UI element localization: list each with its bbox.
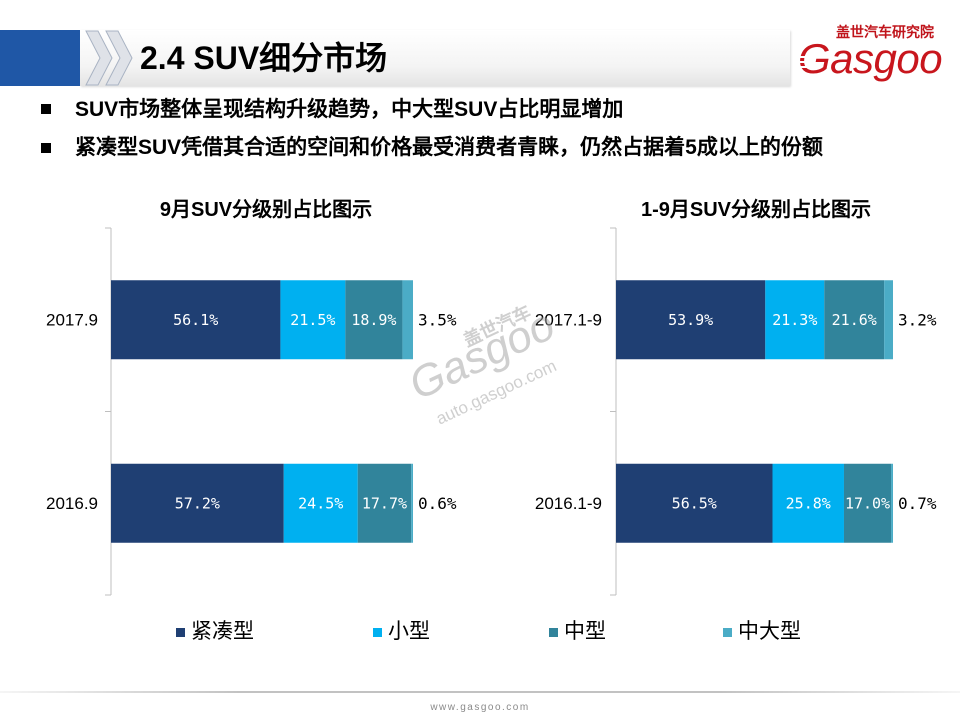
bar-segment [843,463,892,543]
data-label: 56.5% [672,494,717,512]
legend-label: 中型 [564,620,606,643]
data-label: 3.5% [418,310,457,329]
legend-swatch [373,627,382,637]
data-label: 0.6% [418,494,457,513]
chart-title: 1-9月SUV分级别占比图示 [640,199,872,221]
legend-item: 中型 [549,620,606,644]
legend-swatch [549,627,558,637]
legend-label: 小型 [388,620,430,643]
bullet-square-icon [41,104,51,114]
chevron-icon [105,30,133,86]
bar-segment [772,463,844,543]
bar-segment [280,280,346,360]
data-label: 24.5% [298,494,343,512]
bar-segment [345,280,403,360]
legend-swatch [176,627,185,637]
legend-label: 紧凑型 [191,620,254,643]
bullet-text: 紧凑型SUV凭借其合适的空间和价格最受消费者青睐，仍然占据着5成以上的份额 [75,136,823,159]
bar-segment [616,280,766,360]
logo-speed-lines [797,53,812,70]
gasgoo-logo: Gasgoo [798,35,943,82]
legend-label: 中大型 [738,620,801,643]
bullet-square-icon [41,143,51,153]
footer-url: www.gasgoo.com [430,702,530,713]
chart-title: 9月SUV分级别占比图示 [159,199,373,221]
bar-segment [891,463,893,543]
bar-chart-ytd: 2017.1-9 2016.1-9 53.9% 21.3% 21.6% 3.2% 56.5%… [535,227,937,596]
data-label: 0.7% [898,494,937,513]
bar-segment [765,280,825,360]
bar-segment [824,280,885,360]
data-label: 3.2% [898,310,937,329]
page-title: 2.4 SUV细分市场 [140,40,388,76]
bar-chart-monthly: 2017.9 2016.9 56.1% 21.5% 18.9% 3.5% 57.2% 24.5… [46,227,457,596]
bar-segment [884,280,893,360]
category-label: 2017.1-9 [535,310,602,329]
category-label: 2016.1-9 [535,494,602,513]
data-label: 21.3% [772,311,817,329]
data-label: 17.7% [362,494,407,512]
data-label: 17.0% [845,494,890,512]
data-label: 18.9% [351,311,396,329]
legend-item: 中大型 [723,620,801,644]
bar-segment [111,280,281,360]
bar-segment [402,280,413,360]
data-label: 57.2% [175,494,220,512]
data-label: 25.8% [786,494,831,512]
legend-item: 紧凑型 [176,620,254,644]
data-label: 21.6% [832,311,877,329]
logo-cn-text: 盖世汽车研究院 [836,24,934,40]
title-bar [80,30,790,86]
data-label: 21.5% [290,311,335,329]
bar-segment [616,463,773,543]
bar-segment [283,463,358,543]
bar-segment [111,463,284,543]
bar-segment [411,463,413,543]
legend-item: 小型 [373,620,430,644]
data-label: 53.9% [668,311,713,329]
legend-swatch [723,627,732,637]
chevron-icon [85,30,113,86]
category-label: 2016.9 [46,494,98,513]
data-label: 56.1% [173,311,218,329]
title-accent-block [0,30,80,86]
bullet-text: SUV市场整体呈现结构升级趋势，中大型SUV占比明显增加 [75,98,624,121]
footer-divider [0,691,960,693]
category-label: 2017.9 [46,310,98,329]
chevron-arrows-icon [85,30,133,86]
bar-segment [357,463,412,543]
